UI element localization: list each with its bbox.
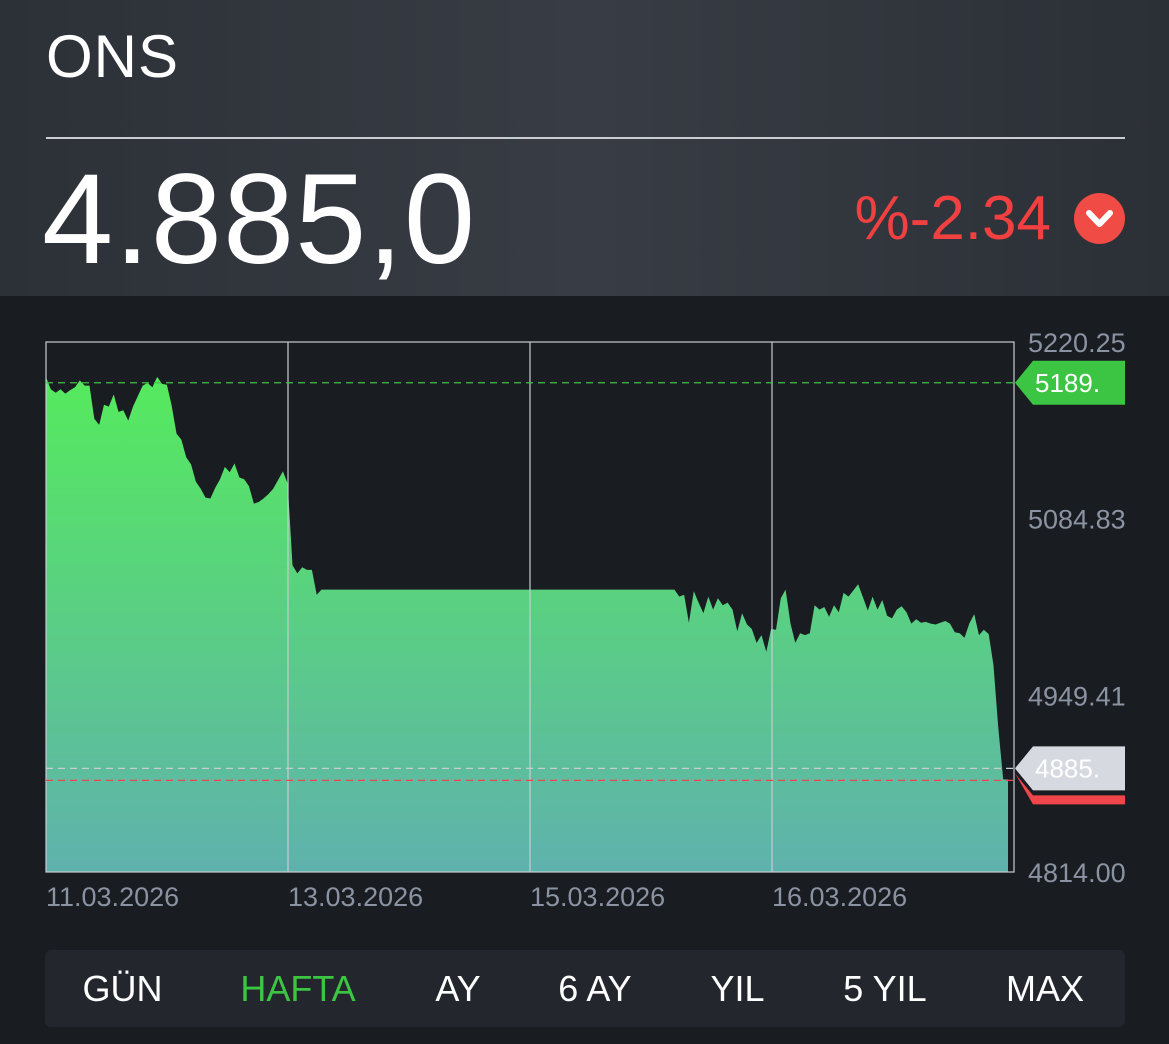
current-price: 4.885,0 [42, 148, 477, 291]
header-divider [46, 137, 1125, 139]
y-axis-tick-label: 4814.00 [1028, 858, 1126, 888]
tab-gun[interactable]: GÜN [82, 968, 163, 1009]
price-area [46, 376, 1008, 872]
period-tabs: GÜN HAFTA AY 6 AY YIL 5 YIL MAX [45, 950, 1125, 1027]
tab-ay[interactable]: AY [435, 968, 481, 1009]
y-axis-tick-label: 5084.83 [1028, 505, 1126, 535]
tab-6-ay[interactable]: 6 AY [558, 968, 632, 1009]
tab-5-yil[interactable]: 5 YIL [843, 968, 927, 1009]
high-price-tag-label: 5189. [1035, 368, 1100, 398]
current-price-tag-label: 4885. [1035, 753, 1100, 783]
x-axis-tick-label: 16.03.2026 [772, 882, 907, 912]
chevron-down-circle-icon [1074, 193, 1125, 244]
tab-max[interactable]: MAX [1005, 968, 1084, 1009]
y-axis-tick-label: 5220.25 [1028, 328, 1126, 358]
tab-hafta[interactable]: HAFTA [240, 968, 356, 1009]
tab-yil[interactable]: YIL [710, 968, 765, 1009]
x-axis-tick-label: 13.03.2026 [288, 882, 423, 912]
current-price-tag [1015, 746, 1125, 791]
x-axis-tick-label: 15.03.2026 [530, 882, 665, 912]
y-axis-tick-label: 4949.41 [1028, 681, 1126, 711]
change-percent: %-2.34 [854, 184, 1051, 253]
x-axis-tick-label: 11.03.2026 [46, 882, 179, 912]
instrument-title: ONS [46, 23, 180, 90]
quote-header: ONS 4.885,0 %-2.34 [0, 0, 1169, 296]
previous-close-tag [1015, 773, 1125, 805]
high-price-tag [1015, 360, 1125, 405]
price-chart[interactable]: 5220.25 5084.83 4949.41 4814.00 11.03.2026 13… [0, 296, 1169, 936]
